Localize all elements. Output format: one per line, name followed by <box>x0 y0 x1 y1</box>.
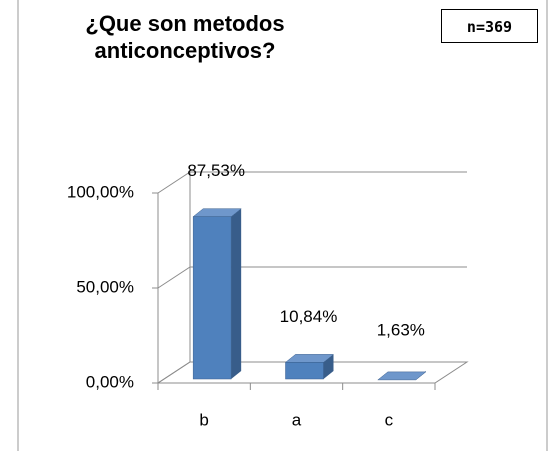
x-tick-label: b <box>199 410 208 429</box>
chart-title: ¿Que son metodos anticonceptivos? <box>85 11 285 63</box>
grid-line <box>157 361 467 384</box>
bar <box>192 216 232 380</box>
x-tick-label: a <box>292 410 302 429</box>
bar-top <box>377 371 427 381</box>
grid-line <box>157 266 467 289</box>
data-label: 10,84% <box>280 307 338 326</box>
bar-side <box>231 208 242 379</box>
y-tick-label: 0,00% <box>86 372 134 391</box>
annotation: n=369 <box>441 9 538 43</box>
data-label: 87,53% <box>187 161 245 180</box>
y-tick-label: 50,00% <box>76 277 134 296</box>
y-tick-label: 100,00% <box>67 182 134 201</box>
x-tick-label: c <box>385 410 394 429</box>
grid-line <box>157 171 467 194</box>
bar <box>285 362 324 380</box>
data-label: 1,63% <box>377 320 425 339</box>
